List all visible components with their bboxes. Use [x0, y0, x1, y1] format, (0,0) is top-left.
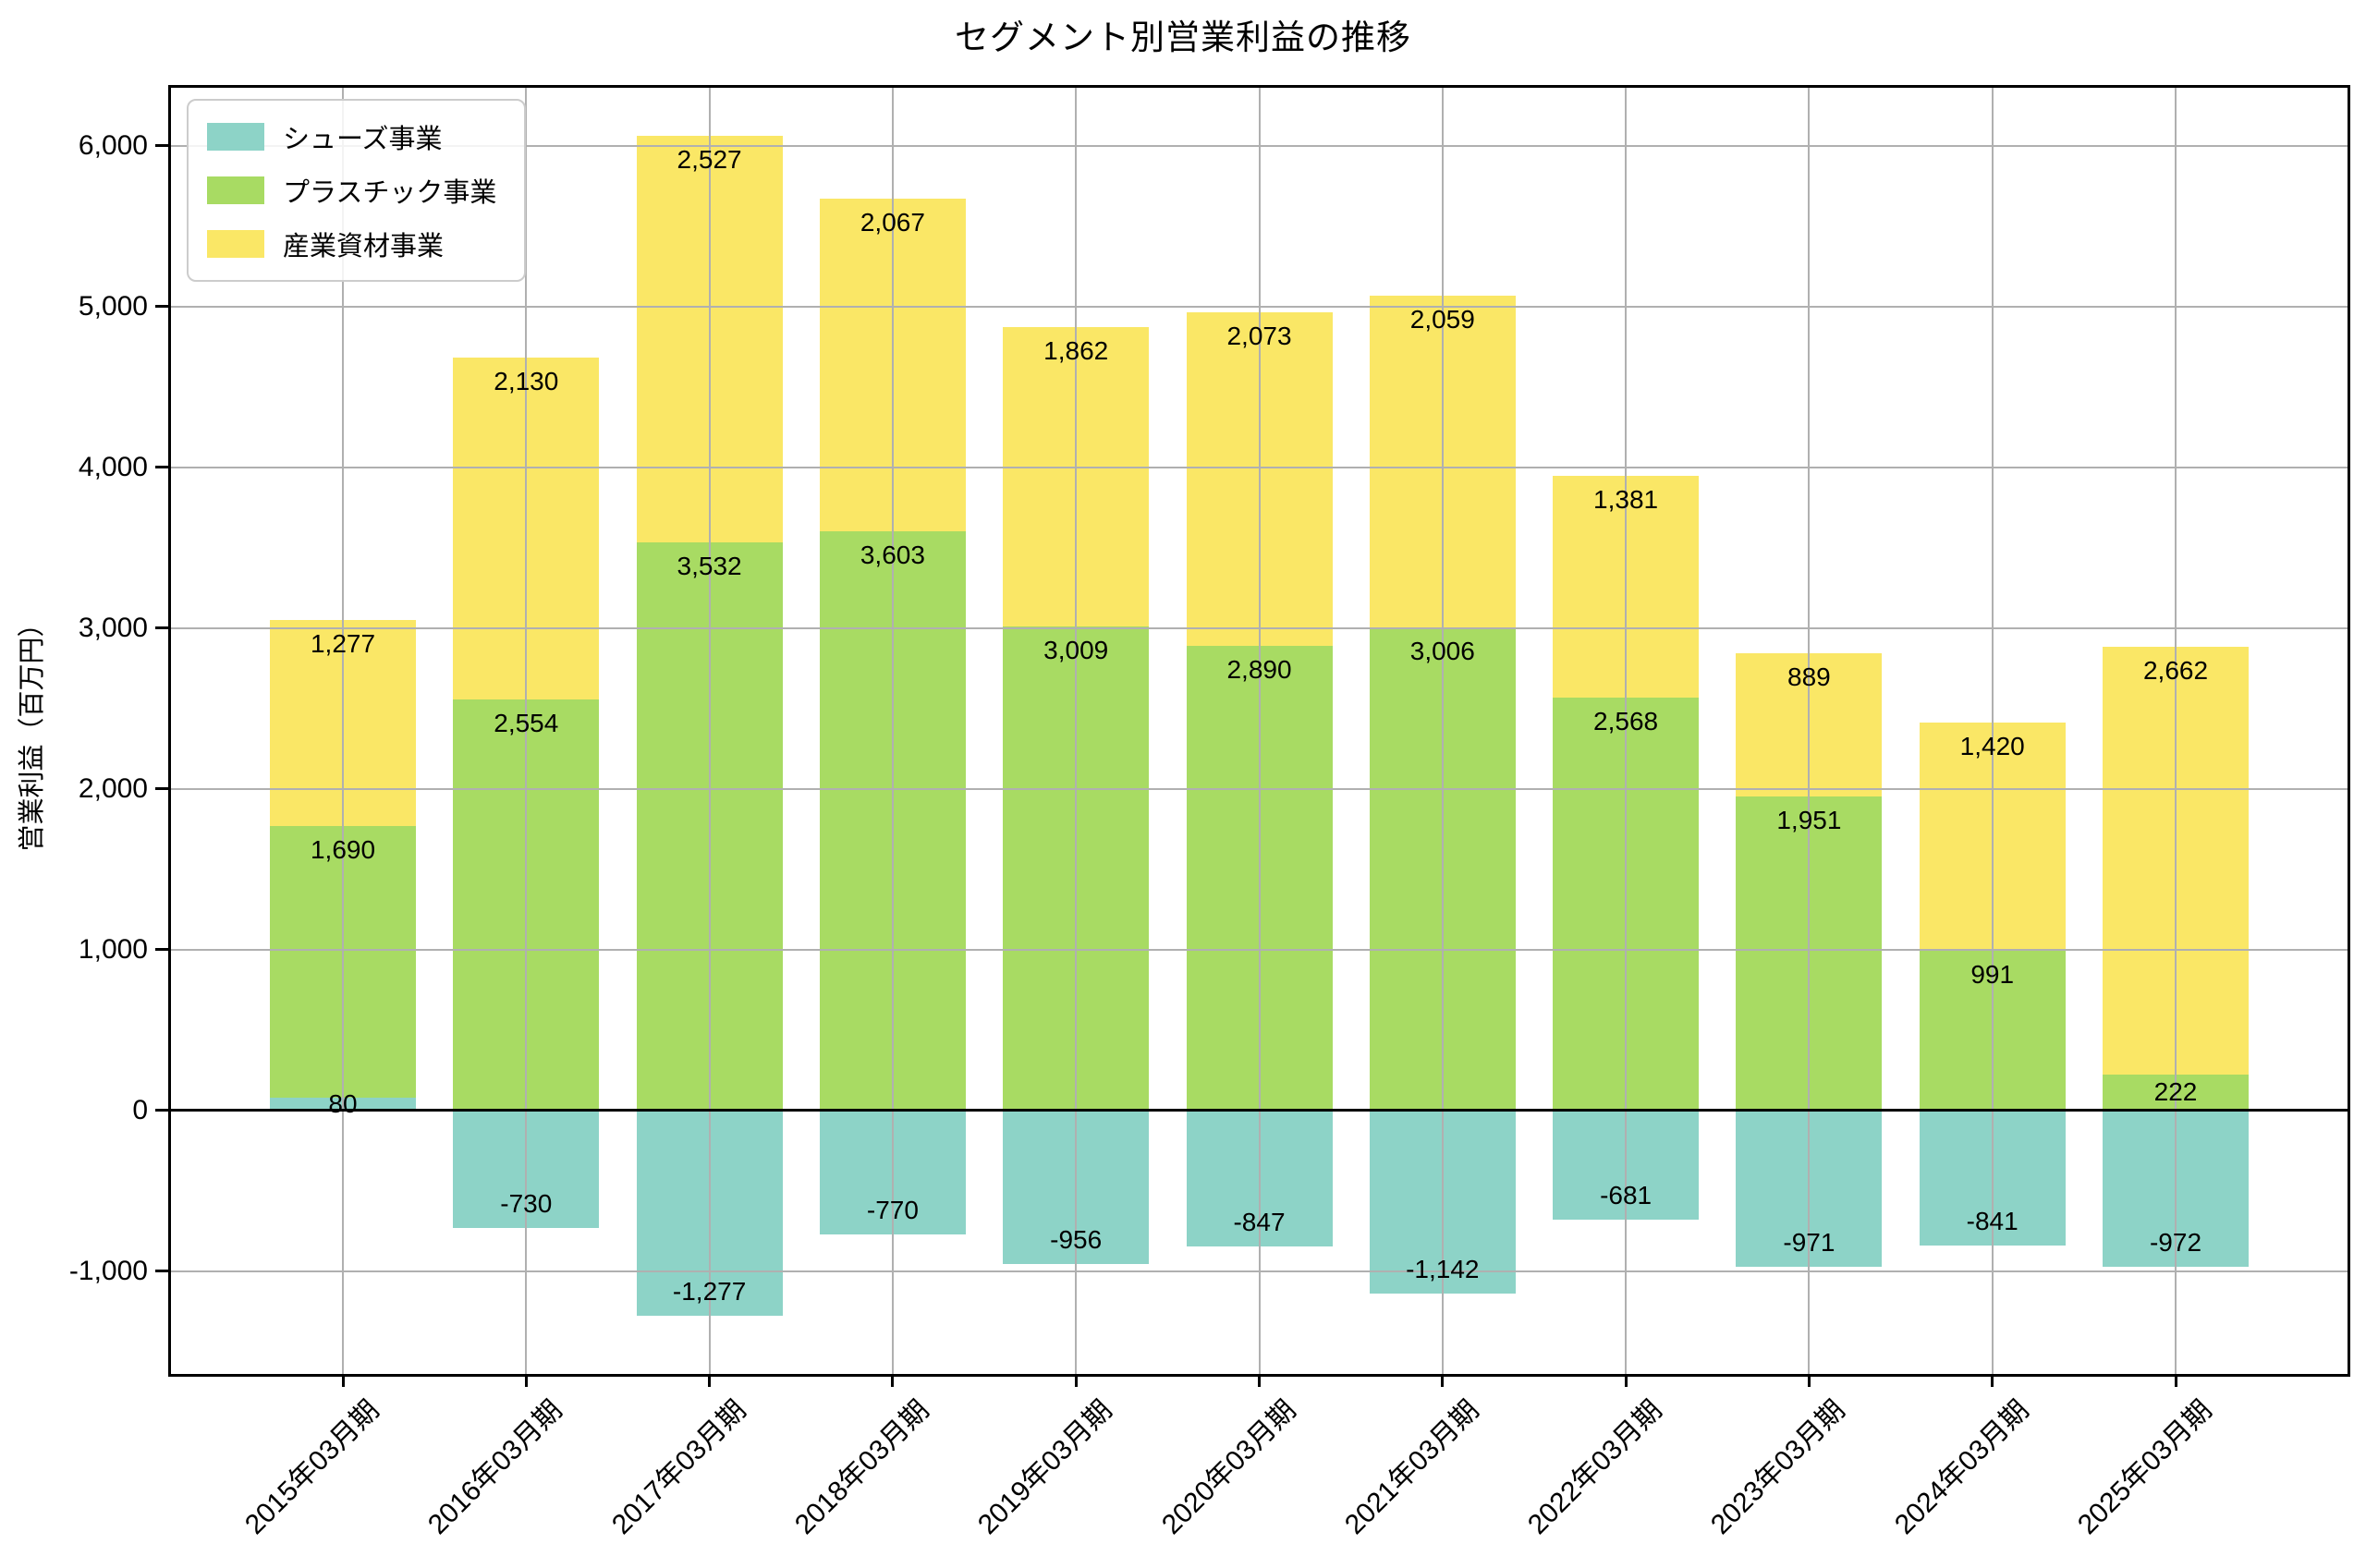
- x-tick-mark: [891, 1374, 895, 1387]
- bar-value-label: 80: [328, 1088, 358, 1118]
- x-tick-mark: [1258, 1374, 1261, 1387]
- x-tick-mark: [341, 1374, 345, 1387]
- bar-value-label: -770: [866, 1195, 919, 1224]
- legend-item: 産業資材事業: [207, 225, 496, 263]
- bar-value-label: -681: [1600, 1181, 1653, 1210]
- legend: シューズ事業プラスチック事業 産業資材事業: [187, 99, 527, 282]
- y-axis-label: 営業利益（百万円）: [18, 610, 47, 852]
- bar-value-label: 2,073: [1226, 322, 1292, 351]
- legend-swatch: [207, 123, 264, 151]
- bar-value-label: -1,277: [672, 1276, 747, 1306]
- y-tick-label: 1,000: [78, 933, 148, 965]
- x-tick-mark: [1624, 1374, 1628, 1387]
- y-tick-mark: [155, 626, 168, 630]
- bar-value-label: 1,420: [1959, 732, 2025, 761]
- y-tick-label: 4,000: [78, 451, 148, 482]
- y-tick-mark: [155, 948, 168, 952]
- x-gridline: [525, 88, 528, 1374]
- bar-value-label: 2,130: [494, 366, 559, 395]
- bar-value-label: -847: [1233, 1208, 1286, 1237]
- plot-area: 80 1,690 1,277 -730 2,554 2,130 -1,277 3,532 2,5…: [168, 85, 2350, 1377]
- x-gridline: [891, 88, 894, 1374]
- x-gridline: [1991, 88, 1994, 1374]
- bar-value-label: 222: [2153, 1077, 2198, 1107]
- legend-swatch: [207, 230, 264, 258]
- y-tick-mark: [155, 1109, 168, 1112]
- x-gridline: [2175, 88, 2177, 1374]
- bar-value-label: 2,662: [2142, 655, 2209, 685]
- bar-value-label: 1,690: [310, 834, 376, 864]
- legend-label: 産業資材事業: [283, 232, 445, 261]
- x-tick-mark: [2174, 1374, 2177, 1387]
- x-gridline: [1075, 88, 1078, 1374]
- y-tick-mark: [155, 144, 168, 148]
- x-tick-label: 2015年03月期: [238, 1394, 385, 1541]
- legend-item: シューズ事業: [207, 117, 496, 156]
- x-gridline: [708, 88, 711, 1374]
- y-tick-label: 6,000: [78, 129, 148, 161]
- bar-value-label: -956: [1050, 1224, 1103, 1254]
- y-tick-label: 0: [132, 1094, 148, 1125]
- y-tick-label: 3,000: [78, 612, 148, 643]
- bar-value-label: 889: [1787, 662, 1831, 692]
- zero-line: [171, 1109, 2348, 1112]
- bar-value-label: -1,142: [1406, 1255, 1480, 1284]
- y-tick-label: -1,000: [68, 1255, 148, 1286]
- bar-value-label: 1,951: [1776, 806, 1842, 835]
- bar-value-label: 2,554: [494, 709, 559, 738]
- bar-value-label: 2,527: [677, 145, 742, 175]
- y-tick-mark: [155, 1270, 168, 1273]
- x-gridline: [1441, 88, 1444, 1374]
- bar-value-label: 3,006: [1409, 636, 1475, 665]
- x-tick-mark: [1991, 1374, 1994, 1387]
- x-gridline: [1625, 88, 1628, 1374]
- y-tick-label: 2,000: [78, 772, 148, 804]
- x-tick-mark: [1074, 1374, 1078, 1387]
- bar-value-label: 2,890: [1226, 654, 1292, 684]
- legend-item: プラスチック事業: [207, 171, 496, 210]
- bar-value-label: -971: [1783, 1227, 1835, 1257]
- bar-value-label: 3,532: [677, 552, 742, 581]
- bar-value-label: 3,603: [860, 540, 925, 569]
- legend-label: シューズ事業: [283, 125, 443, 154]
- legend-swatch: [207, 176, 264, 204]
- bar-value-label: -841: [1966, 1206, 2018, 1235]
- bar-value-label: 3,009: [1043, 636, 1109, 665]
- bar-value-label: 991: [1970, 960, 2015, 990]
- x-tick-mark: [708, 1374, 712, 1387]
- x-tick-mark: [524, 1374, 528, 1387]
- y-tick-mark: [155, 466, 168, 469]
- x-tick-mark: [1441, 1374, 1445, 1387]
- legend-label: プラスチック事業: [283, 178, 497, 208]
- x-gridline: [1808, 88, 1811, 1374]
- x-gridline: [1258, 88, 1261, 1374]
- bar-value-label: 2,059: [1409, 305, 1475, 334]
- bar-value-label: 1,862: [1043, 336, 1109, 366]
- y-tick-mark: [155, 305, 168, 309]
- bar-value-label: 2,568: [1593, 706, 1659, 735]
- y-tick-mark: [155, 787, 168, 791]
- bar-value-label: 1,381: [1593, 484, 1659, 514]
- chart-title: セグメント別営業利益の推移: [955, 18, 1411, 56]
- y-tick-label: 5,000: [78, 290, 148, 322]
- x-tick-mark: [1807, 1374, 1811, 1387]
- bar-value-label: -730: [500, 1188, 553, 1218]
- bar-value-label: -972: [2149, 1227, 2202, 1257]
- bar-value-label: 2,067: [860, 208, 925, 237]
- bar-value-label: 1,277: [310, 629, 376, 659]
- x-gridline: [342, 88, 344, 1374]
